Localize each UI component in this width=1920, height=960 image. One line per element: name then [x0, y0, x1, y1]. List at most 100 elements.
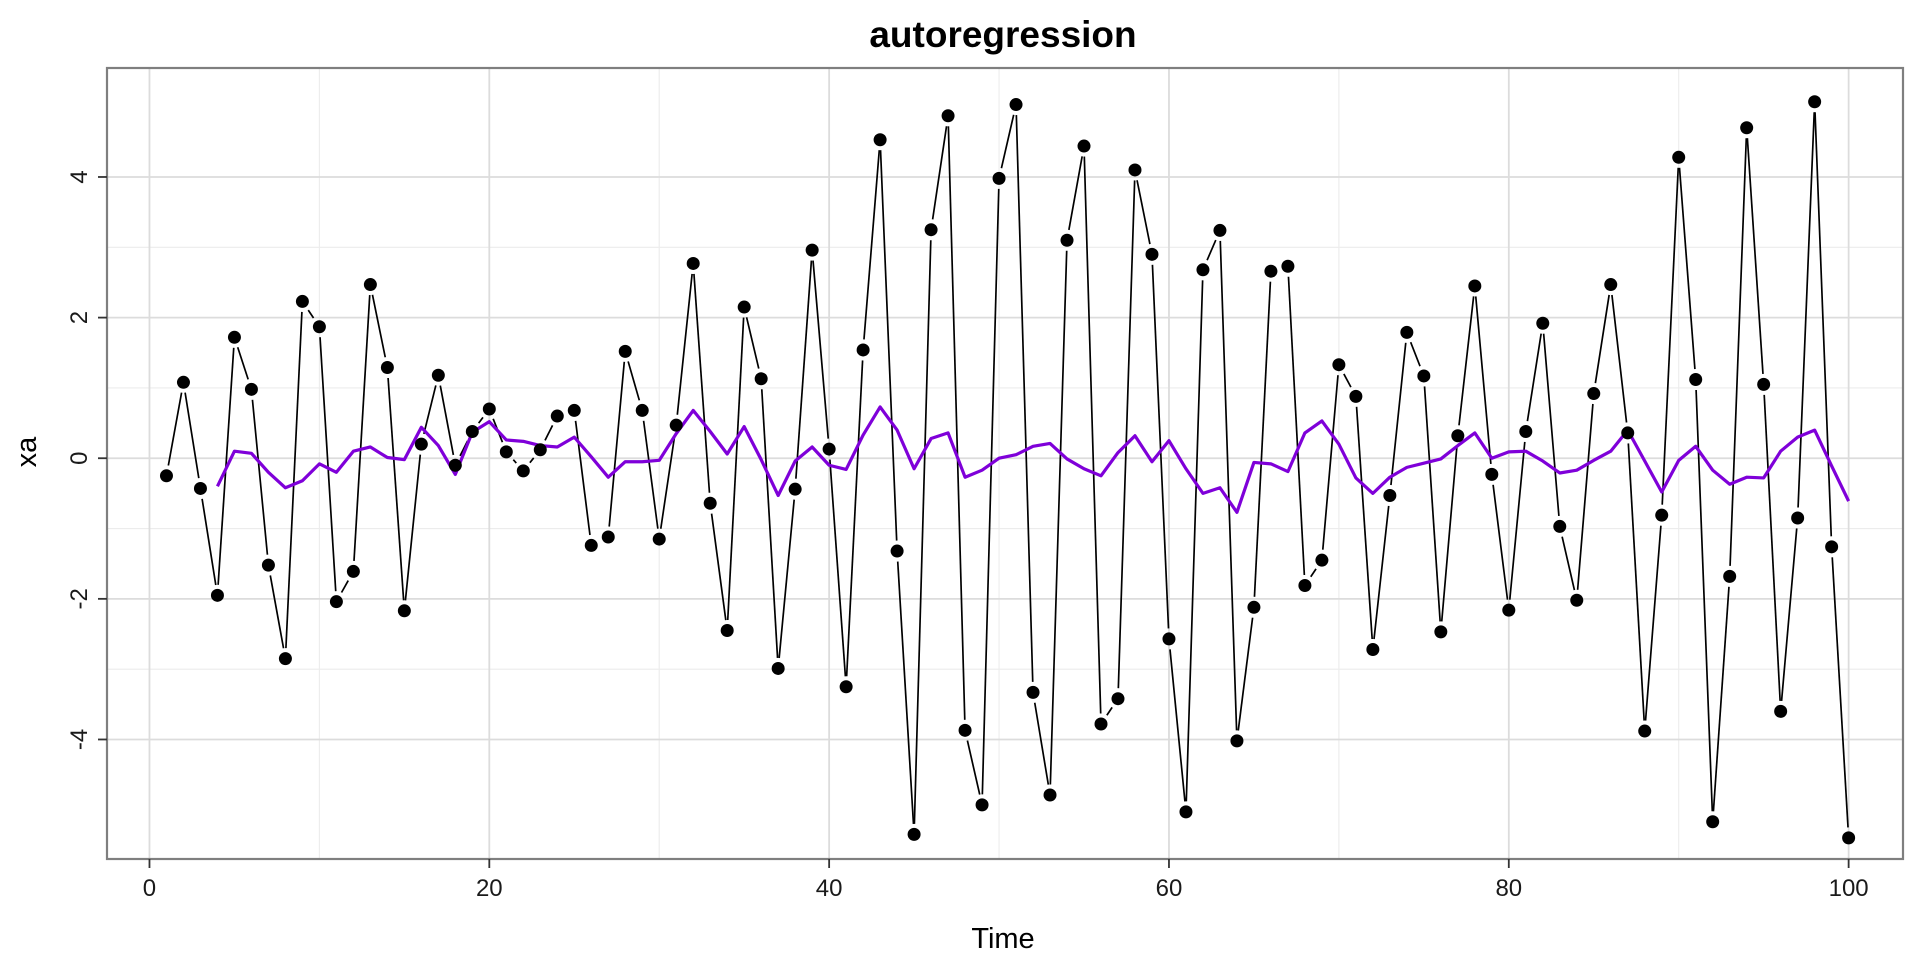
observed-point	[822, 442, 836, 456]
observed-point	[1451, 429, 1465, 443]
observed-point	[1434, 625, 1448, 639]
observed-line-segment	[1780, 528, 1798, 701]
plot-panel-border	[105, 66, 1905, 861]
observed-line-segment	[1390, 342, 1407, 486]
observed-point	[1009, 98, 1023, 112]
observed-line-segment	[1611, 294, 1628, 423]
observed-point	[1264, 264, 1278, 278]
observed-point	[1247, 600, 1261, 614]
observed-line-segment	[236, 347, 249, 380]
observed-point	[159, 469, 173, 483]
observed-point	[210, 588, 224, 602]
observed-line-segment	[1237, 617, 1254, 731]
observed-line-segment	[1746, 138, 1764, 374]
observed-point	[924, 223, 938, 237]
observed-point	[1808, 95, 1822, 109]
y-tick-label: 0	[66, 452, 93, 465]
observed-point	[669, 418, 683, 432]
observed-line-segment	[1458, 296, 1475, 426]
observed-point	[1842, 831, 1856, 845]
observed-point	[907, 827, 921, 841]
observed-point	[312, 320, 326, 334]
observed-line-segment	[795, 260, 813, 479]
observed-point	[1417, 369, 1431, 383]
x-tick-label: 40	[816, 875, 843, 902]
observed-point	[1196, 263, 1210, 277]
observed-line-segment	[1627, 443, 1645, 721]
observed-point	[397, 604, 411, 618]
x-tick-label: 20	[476, 875, 503, 902]
observed-point	[839, 680, 853, 694]
observed-line-segment	[981, 188, 1000, 795]
observed-point	[1468, 279, 1482, 293]
observed-line-segment	[1106, 706, 1113, 716]
observed-line-segment	[863, 150, 881, 340]
axis-ticks: 0 20 40 60 80 100 -4 -2 0 2 4	[66, 170, 1869, 902]
observed-point	[754, 372, 768, 386]
observed-point	[244, 382, 258, 396]
observed-point	[1723, 569, 1737, 583]
y-tick-label: 2	[66, 311, 93, 324]
observed-line-segment	[251, 399, 269, 555]
observed-point	[1587, 387, 1601, 401]
observed-point	[975, 798, 989, 812]
observed-line-segment	[608, 361, 626, 527]
observed-point	[567, 403, 581, 417]
observed-point	[601, 530, 615, 544]
observed-point	[941, 109, 955, 123]
x-tick-label: 100	[1829, 875, 1869, 902]
observed-line-segment	[353, 294, 371, 561]
observed-point	[1774, 704, 1788, 718]
chart-title: autoregression	[869, 14, 1136, 55]
observed-point	[431, 368, 445, 382]
observed-point	[1400, 325, 1414, 339]
observed-line-segment	[1561, 536, 1576, 591]
observed-line-segment	[1083, 156, 1102, 714]
observed-line-segment	[829, 459, 847, 677]
observed-point	[1213, 223, 1227, 237]
observed-point	[482, 402, 496, 416]
observed-point	[618, 344, 632, 358]
observed-line-segment	[184, 392, 200, 479]
observed-line-segment	[1661, 167, 1680, 505]
observed-line-segment	[1831, 557, 1849, 828]
observed-point	[771, 661, 785, 675]
observed-line-segment	[1287, 276, 1306, 576]
observed-point	[1281, 259, 1295, 273]
observed-point	[584, 538, 598, 552]
observed-line-segment	[477, 416, 484, 424]
observed-point	[992, 171, 1006, 185]
observed-point	[363, 278, 377, 292]
observed-point	[1825, 540, 1839, 554]
observed-point	[1383, 488, 1397, 502]
observed-line-segment	[167, 392, 183, 466]
observed-point	[1315, 553, 1329, 567]
observed-point	[805, 243, 819, 257]
observed-line-segment	[1440, 446, 1458, 622]
observed-line-segment	[1492, 484, 1509, 600]
observed-point	[1162, 632, 1176, 646]
observed-line-segment	[1644, 525, 1662, 721]
observed-point	[1655, 508, 1669, 522]
observed-point	[1077, 139, 1091, 153]
observed-point	[550, 409, 564, 423]
y-tick-label: 4	[66, 170, 93, 183]
observed-point	[1604, 278, 1618, 292]
observed-line-segment	[778, 499, 796, 659]
observed-point	[465, 425, 479, 439]
observed-point	[1536, 316, 1550, 330]
observed-point	[1740, 121, 1754, 135]
y-tick-label: -2	[66, 588, 93, 609]
observed-point	[1553, 519, 1567, 533]
observed-line-segment	[512, 459, 517, 464]
observed-line-segment	[285, 311, 303, 649]
observed-line-segment	[1136, 180, 1151, 245]
observed-point	[380, 361, 394, 375]
observed-line-segment	[642, 420, 659, 529]
observed-point	[1298, 578, 1312, 592]
observed-line-segment	[404, 454, 422, 601]
observed-point	[414, 437, 428, 451]
observed-line-segment	[896, 561, 915, 824]
observed-point	[1230, 734, 1244, 748]
